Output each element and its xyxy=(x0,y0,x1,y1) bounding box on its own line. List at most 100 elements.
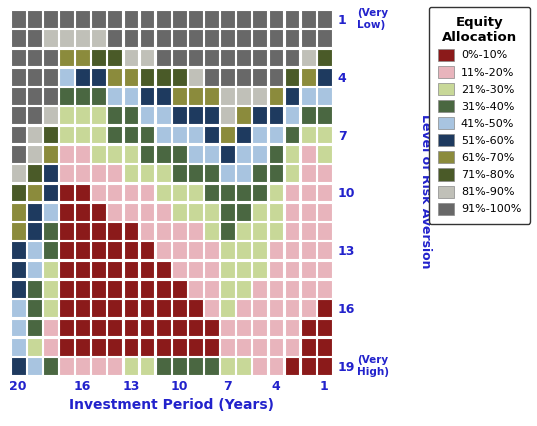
Bar xyxy=(11,126,26,144)
Bar xyxy=(301,29,316,47)
Bar xyxy=(252,87,267,105)
Bar xyxy=(172,10,187,28)
Text: (Very
High): (Very High) xyxy=(357,355,389,377)
Bar xyxy=(317,203,332,221)
Bar xyxy=(107,203,122,221)
Bar xyxy=(156,126,171,144)
Bar xyxy=(220,357,235,375)
Bar xyxy=(172,29,187,47)
Bar xyxy=(140,242,155,259)
Bar xyxy=(285,87,300,105)
Bar xyxy=(252,106,267,124)
Bar xyxy=(156,261,171,279)
Bar xyxy=(75,357,90,375)
Bar xyxy=(156,203,171,221)
Bar xyxy=(140,145,155,163)
Bar xyxy=(188,203,203,221)
Bar xyxy=(268,222,284,240)
Bar xyxy=(268,357,284,375)
Bar xyxy=(107,145,122,163)
Bar xyxy=(204,338,219,356)
Bar xyxy=(43,164,58,182)
Bar xyxy=(124,184,139,201)
Bar xyxy=(43,29,58,47)
Bar xyxy=(220,203,235,221)
Bar xyxy=(252,242,267,259)
Bar xyxy=(124,319,139,336)
Bar xyxy=(11,222,26,240)
Bar xyxy=(75,242,90,259)
Bar xyxy=(43,357,58,375)
Bar xyxy=(59,106,74,124)
Bar xyxy=(91,203,106,221)
Bar xyxy=(59,145,74,163)
Bar xyxy=(204,203,219,221)
Bar xyxy=(75,29,90,47)
Bar xyxy=(220,242,235,259)
Bar xyxy=(172,319,187,336)
Bar xyxy=(27,338,42,356)
Bar xyxy=(220,106,235,124)
Bar xyxy=(140,126,155,144)
Bar xyxy=(107,222,122,240)
Bar xyxy=(156,87,171,105)
Bar xyxy=(220,10,235,28)
Bar xyxy=(188,68,203,86)
Bar xyxy=(124,261,139,279)
Bar xyxy=(156,242,171,259)
Bar xyxy=(156,145,171,163)
Bar xyxy=(285,222,300,240)
Bar xyxy=(140,299,155,317)
Bar xyxy=(91,319,106,336)
Bar xyxy=(59,10,74,28)
Bar xyxy=(204,106,219,124)
Bar xyxy=(156,357,171,375)
Bar xyxy=(236,145,251,163)
Bar xyxy=(156,106,171,124)
Bar xyxy=(107,280,122,298)
Bar xyxy=(317,68,332,86)
Bar xyxy=(124,242,139,259)
Bar xyxy=(124,164,139,182)
Bar xyxy=(204,49,219,66)
Bar xyxy=(11,242,26,259)
Bar xyxy=(236,184,251,201)
Bar xyxy=(172,222,187,240)
Bar xyxy=(27,10,42,28)
Bar xyxy=(43,184,58,201)
Bar xyxy=(107,338,122,356)
Bar xyxy=(188,280,203,298)
Bar xyxy=(43,126,58,144)
Bar xyxy=(43,106,58,124)
Bar xyxy=(107,126,122,144)
Bar xyxy=(172,299,187,317)
Bar xyxy=(188,184,203,201)
Bar xyxy=(301,10,316,28)
Bar xyxy=(188,126,203,144)
Bar xyxy=(124,222,139,240)
Bar xyxy=(172,203,187,221)
Bar xyxy=(156,319,171,336)
Bar xyxy=(301,299,316,317)
Bar xyxy=(107,242,122,259)
Bar xyxy=(268,319,284,336)
Bar xyxy=(285,126,300,144)
Bar xyxy=(11,29,26,47)
Bar xyxy=(107,164,122,182)
Bar xyxy=(285,261,300,279)
Bar xyxy=(188,261,203,279)
Bar xyxy=(252,145,267,163)
Bar xyxy=(59,242,74,259)
Bar xyxy=(43,49,58,66)
Bar xyxy=(140,29,155,47)
Bar xyxy=(252,357,267,375)
Bar xyxy=(124,280,139,298)
Bar xyxy=(91,29,106,47)
Bar xyxy=(91,126,106,144)
Bar xyxy=(91,49,106,66)
Bar xyxy=(268,49,284,66)
Bar xyxy=(156,164,171,182)
Bar xyxy=(91,222,106,240)
Bar xyxy=(156,299,171,317)
Bar xyxy=(140,222,155,240)
